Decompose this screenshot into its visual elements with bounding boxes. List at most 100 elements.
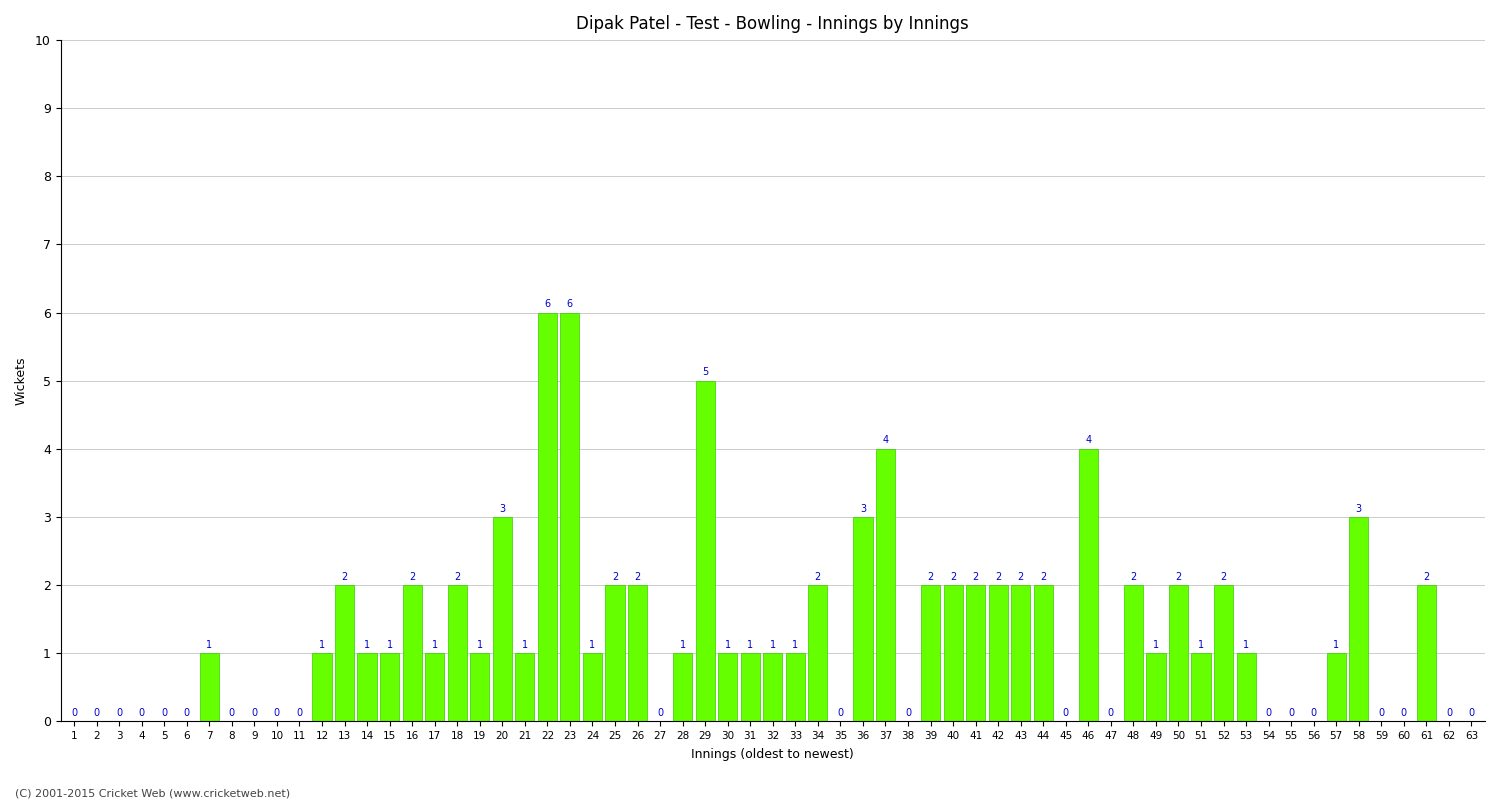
Bar bbox=[402, 585, 422, 722]
Text: 0: 0 bbox=[274, 708, 280, 718]
Text: 0: 0 bbox=[1401, 708, 1407, 718]
Text: 0: 0 bbox=[657, 708, 663, 718]
Text: 0: 0 bbox=[70, 708, 76, 718]
Text: 0: 0 bbox=[1266, 708, 1272, 718]
Text: 3: 3 bbox=[859, 503, 865, 514]
Text: 0: 0 bbox=[183, 708, 190, 718]
Bar bbox=[1418, 585, 1436, 722]
Bar bbox=[492, 517, 512, 722]
Text: 4: 4 bbox=[882, 435, 888, 446]
Text: 2: 2 bbox=[342, 572, 348, 582]
X-axis label: Innings (oldest to newest): Innings (oldest to newest) bbox=[692, 748, 853, 761]
Bar bbox=[1326, 654, 1346, 722]
Bar bbox=[1214, 585, 1233, 722]
Text: 1: 1 bbox=[432, 640, 438, 650]
Bar bbox=[200, 654, 219, 722]
Text: 6: 6 bbox=[567, 299, 573, 309]
Bar bbox=[966, 585, 986, 722]
Text: 2: 2 bbox=[1017, 572, 1025, 582]
Text: 3: 3 bbox=[500, 503, 506, 514]
Text: 0: 0 bbox=[138, 708, 144, 718]
Text: 1: 1 bbox=[364, 640, 370, 650]
Bar bbox=[1236, 654, 1256, 722]
Text: 0: 0 bbox=[297, 708, 303, 718]
Text: 0: 0 bbox=[1378, 708, 1384, 718]
Bar bbox=[786, 654, 806, 722]
Bar bbox=[944, 585, 963, 722]
Text: 0: 0 bbox=[160, 708, 168, 718]
Bar bbox=[1146, 654, 1166, 722]
Bar bbox=[606, 585, 624, 722]
Text: 2: 2 bbox=[1131, 572, 1137, 582]
Bar bbox=[921, 585, 940, 722]
Bar bbox=[628, 585, 646, 722]
Bar bbox=[1078, 449, 1098, 722]
Bar bbox=[876, 449, 896, 722]
Text: 2: 2 bbox=[927, 572, 933, 582]
Text: 3: 3 bbox=[1356, 503, 1362, 514]
Text: 1: 1 bbox=[1244, 640, 1250, 650]
Text: 2: 2 bbox=[634, 572, 640, 582]
Text: 2: 2 bbox=[972, 572, 978, 582]
Bar bbox=[1011, 585, 1031, 722]
Text: 0: 0 bbox=[904, 708, 910, 718]
Text: 2: 2 bbox=[1040, 572, 1047, 582]
Bar bbox=[538, 313, 556, 722]
Text: 1: 1 bbox=[770, 640, 776, 650]
Text: 1: 1 bbox=[792, 640, 798, 650]
Text: 2: 2 bbox=[1176, 572, 1182, 582]
Text: 1: 1 bbox=[387, 640, 393, 650]
Text: 1: 1 bbox=[477, 640, 483, 650]
Text: 1: 1 bbox=[680, 640, 686, 650]
Bar bbox=[1348, 517, 1368, 722]
Text: 0: 0 bbox=[1108, 708, 1114, 718]
Text: 2: 2 bbox=[950, 572, 956, 582]
Text: 1: 1 bbox=[1334, 640, 1340, 650]
Bar bbox=[1191, 654, 1210, 722]
Text: 2: 2 bbox=[454, 572, 460, 582]
Text: 0: 0 bbox=[1311, 708, 1317, 718]
Text: 0: 0 bbox=[116, 708, 122, 718]
Text: 1: 1 bbox=[320, 640, 326, 650]
Title: Dipak Patel - Test - Bowling - Innings by Innings: Dipak Patel - Test - Bowling - Innings b… bbox=[576, 15, 969, 33]
Text: 1: 1 bbox=[590, 640, 596, 650]
Text: 0: 0 bbox=[1062, 708, 1070, 718]
Text: 0: 0 bbox=[1468, 708, 1474, 718]
Bar bbox=[1034, 585, 1053, 722]
Text: 1: 1 bbox=[1198, 640, 1204, 650]
Text: 0: 0 bbox=[837, 708, 843, 718]
Text: 1: 1 bbox=[724, 640, 730, 650]
Bar bbox=[808, 585, 828, 722]
Text: 0: 0 bbox=[93, 708, 99, 718]
Bar bbox=[334, 585, 354, 722]
Text: 0: 0 bbox=[1288, 708, 1294, 718]
Bar bbox=[741, 654, 760, 722]
Text: 1: 1 bbox=[747, 640, 753, 650]
Bar bbox=[561, 313, 579, 722]
Bar bbox=[696, 381, 714, 722]
Y-axis label: Wickets: Wickets bbox=[15, 357, 28, 405]
Bar bbox=[447, 585, 466, 722]
Bar bbox=[357, 654, 376, 722]
Bar bbox=[1124, 585, 1143, 722]
Text: 0: 0 bbox=[252, 708, 258, 718]
Text: 0: 0 bbox=[230, 708, 236, 718]
Text: 4: 4 bbox=[1086, 435, 1092, 446]
Text: 2: 2 bbox=[1221, 572, 1227, 582]
Text: 6: 6 bbox=[544, 299, 550, 309]
Bar bbox=[380, 654, 399, 722]
Bar bbox=[674, 654, 692, 722]
Bar bbox=[312, 654, 332, 722]
Bar bbox=[516, 654, 534, 722]
Text: 2: 2 bbox=[1424, 572, 1430, 582]
Bar bbox=[988, 585, 1008, 722]
Bar bbox=[718, 654, 738, 722]
Text: 0: 0 bbox=[1446, 708, 1452, 718]
Text: 2: 2 bbox=[612, 572, 618, 582]
Text: 2: 2 bbox=[410, 572, 416, 582]
Bar bbox=[853, 517, 873, 722]
Bar bbox=[470, 654, 489, 722]
Bar bbox=[584, 654, 602, 722]
Text: 5: 5 bbox=[702, 367, 708, 378]
Bar bbox=[424, 654, 444, 722]
